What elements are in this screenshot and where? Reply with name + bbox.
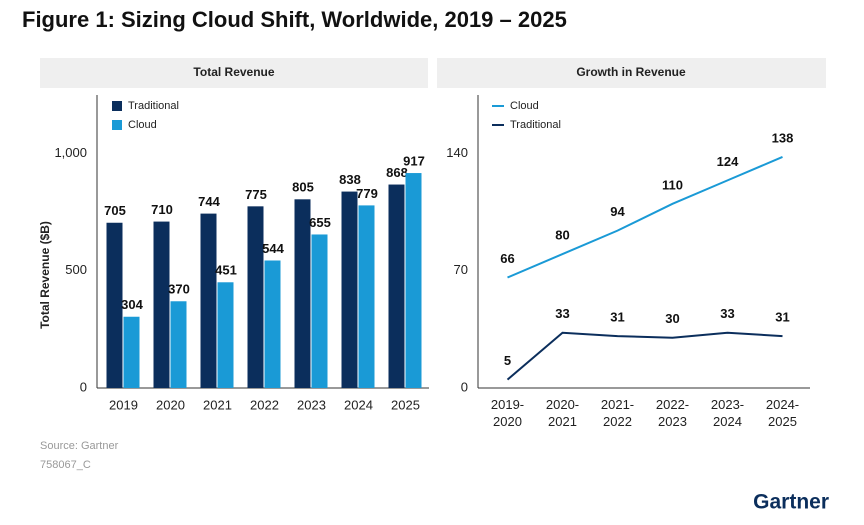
data-label: 304 [121, 297, 143, 312]
chart-title: Growth in Revenue [576, 65, 686, 79]
x-tick-label: 2021 [203, 397, 232, 412]
x-tick-label: 2024-2025 [766, 397, 799, 429]
x-tick-label: 2024 [344, 397, 373, 412]
line [507, 156, 783, 279]
data-label: 94 [610, 204, 625, 219]
data-label: 451 [215, 263, 237, 278]
legend-label: Traditional [510, 119, 561, 131]
x-tick-label: 2023-2024 [711, 397, 744, 429]
data-label: 31 [775, 310, 789, 325]
x-tick-label: 2025 [391, 397, 420, 412]
line [506, 331, 783, 381]
bar [264, 260, 281, 388]
chart-title: Total Revenue [193, 65, 274, 79]
y-tick-label: 70 [454, 262, 468, 277]
bar [341, 191, 358, 388]
data-label: 80 [555, 227, 569, 242]
bar [170, 301, 187, 388]
bar [388, 184, 405, 388]
data-label: 868 [386, 165, 408, 180]
x-tick-label: 2020-2021 [546, 397, 579, 429]
data-label: 5 [504, 353, 511, 368]
legend-swatch [112, 120, 122, 130]
data-label: 805 [292, 180, 314, 195]
source: Source: Gartner [40, 440, 119, 452]
bar [294, 199, 311, 388]
bar [311, 234, 328, 388]
logo: Gartner [753, 491, 829, 514]
data-label: 110 [662, 177, 683, 192]
legend-label: Cloud [510, 100, 539, 112]
bar [123, 316, 140, 388]
x-tick-label: 2019 [109, 397, 138, 412]
y-tick-label: 1,000 [54, 145, 87, 160]
bar [153, 221, 170, 388]
data-label: 775 [245, 187, 267, 202]
x-tick-label: 2023 [297, 397, 326, 412]
data-label: 30 [665, 311, 679, 326]
data-label: 370 [168, 282, 190, 297]
x-tick-label: 2022 [250, 397, 279, 412]
y-tick-label: 0 [461, 379, 468, 394]
data-label: 838 [339, 172, 361, 187]
y-tick-label: 0 [80, 379, 87, 394]
x-tick-label: 2019-2020 [491, 397, 524, 429]
bar [200, 213, 217, 388]
data-label: 31 [610, 310, 624, 325]
data-label: 33 [555, 306, 569, 321]
x-tick-label: 2022-2023 [656, 397, 689, 429]
legend-label: Cloud [128, 119, 157, 131]
y-axis-label: Total Revenue ($B) [38, 221, 52, 329]
legend-swatch [112, 101, 122, 111]
data-label: 917 [403, 153, 425, 168]
bar [358, 205, 375, 388]
y-tick-label: 500 [65, 262, 87, 277]
data-label: 744 [198, 194, 220, 209]
data-label: 779 [356, 186, 378, 201]
data-label: 33 [720, 306, 734, 321]
panel-header [40, 58, 428, 88]
x-tick-label: 2021-2022 [601, 397, 634, 429]
legend-label: Traditional [128, 100, 179, 112]
data-label: 138 [772, 130, 794, 145]
x-tick-label: 2020 [156, 397, 185, 412]
bar [405, 173, 422, 388]
figure-code: 758067_C [40, 459, 91, 471]
figure-title: Figure 1: Sizing Cloud Shift, Worldwide,… [22, 7, 567, 32]
data-label: 66 [500, 251, 514, 266]
bar [247, 206, 264, 388]
data-label: 544 [262, 241, 284, 256]
data-label: 655 [309, 215, 331, 230]
bar [106, 222, 123, 388]
data-label: 124 [717, 154, 739, 169]
bar [217, 282, 234, 388]
panel-header [437, 58, 826, 88]
data-label: 705 [104, 203, 126, 218]
y-tick-label: 140 [446, 145, 468, 160]
data-label: 710 [151, 202, 173, 217]
